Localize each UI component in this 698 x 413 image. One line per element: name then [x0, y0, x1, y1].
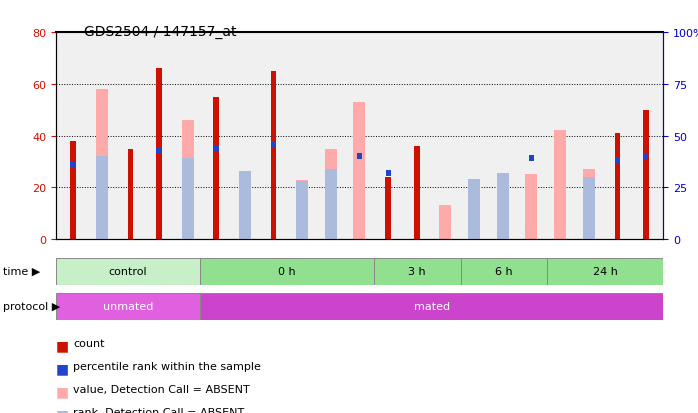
- FancyBboxPatch shape: [461, 258, 547, 285]
- Text: 6 h: 6 h: [496, 266, 513, 277]
- Text: ■: ■: [56, 361, 69, 375]
- Bar: [239, 171, 251, 240]
- Bar: [615, 158, 620, 164]
- Bar: [385, 170, 391, 177]
- FancyBboxPatch shape: [200, 293, 663, 320]
- Bar: [128, 149, 133, 240]
- FancyBboxPatch shape: [547, 258, 663, 285]
- Bar: [181, 159, 193, 240]
- Bar: [414, 147, 419, 240]
- Text: 0 h: 0 h: [279, 266, 296, 277]
- Bar: [385, 178, 391, 240]
- Bar: [70, 162, 75, 169]
- Bar: [468, 180, 480, 240]
- FancyBboxPatch shape: [200, 258, 374, 285]
- Bar: [357, 154, 362, 160]
- Text: rank, Detection Call = ABSENT: rank, Detection Call = ABSENT: [73, 407, 244, 413]
- Bar: [529, 156, 534, 162]
- Text: value, Detection Call = ABSENT: value, Detection Call = ABSENT: [73, 384, 250, 394]
- Text: mated: mated: [414, 301, 450, 312]
- Bar: [353, 103, 366, 240]
- Bar: [644, 154, 648, 160]
- Bar: [96, 157, 107, 240]
- Bar: [70, 141, 76, 240]
- Bar: [214, 97, 219, 240]
- Bar: [156, 148, 161, 154]
- Bar: [271, 142, 276, 148]
- Bar: [181, 121, 193, 240]
- Bar: [554, 131, 566, 240]
- FancyBboxPatch shape: [374, 258, 461, 285]
- Bar: [526, 175, 537, 240]
- Text: ■: ■: [56, 339, 69, 353]
- Bar: [96, 90, 107, 240]
- Bar: [497, 173, 509, 240]
- FancyBboxPatch shape: [56, 293, 200, 320]
- Bar: [214, 146, 219, 152]
- Text: 3 h: 3 h: [408, 266, 426, 277]
- Text: protocol ▶: protocol ▶: [3, 301, 61, 311]
- Text: ■: ■: [56, 384, 69, 398]
- FancyBboxPatch shape: [56, 258, 200, 285]
- Bar: [439, 206, 452, 240]
- Bar: [583, 170, 595, 240]
- Bar: [325, 149, 337, 240]
- Bar: [156, 69, 162, 240]
- Bar: [583, 178, 595, 240]
- Text: time ▶: time ▶: [3, 266, 40, 276]
- Bar: [497, 175, 509, 240]
- Bar: [239, 173, 251, 240]
- Text: control: control: [109, 266, 147, 277]
- Text: unmated: unmated: [103, 301, 154, 312]
- Bar: [271, 72, 276, 240]
- Bar: [296, 180, 309, 240]
- Bar: [643, 110, 648, 240]
- Bar: [614, 134, 620, 240]
- Bar: [468, 180, 480, 240]
- Text: count: count: [73, 339, 105, 349]
- Text: ■: ■: [56, 407, 69, 413]
- Bar: [296, 182, 309, 240]
- Text: percentile rank within the sample: percentile rank within the sample: [73, 361, 261, 371]
- Bar: [325, 169, 337, 240]
- Text: 24 h: 24 h: [593, 266, 618, 277]
- Text: GDS2504 / 147157_at: GDS2504 / 147157_at: [84, 25, 236, 39]
